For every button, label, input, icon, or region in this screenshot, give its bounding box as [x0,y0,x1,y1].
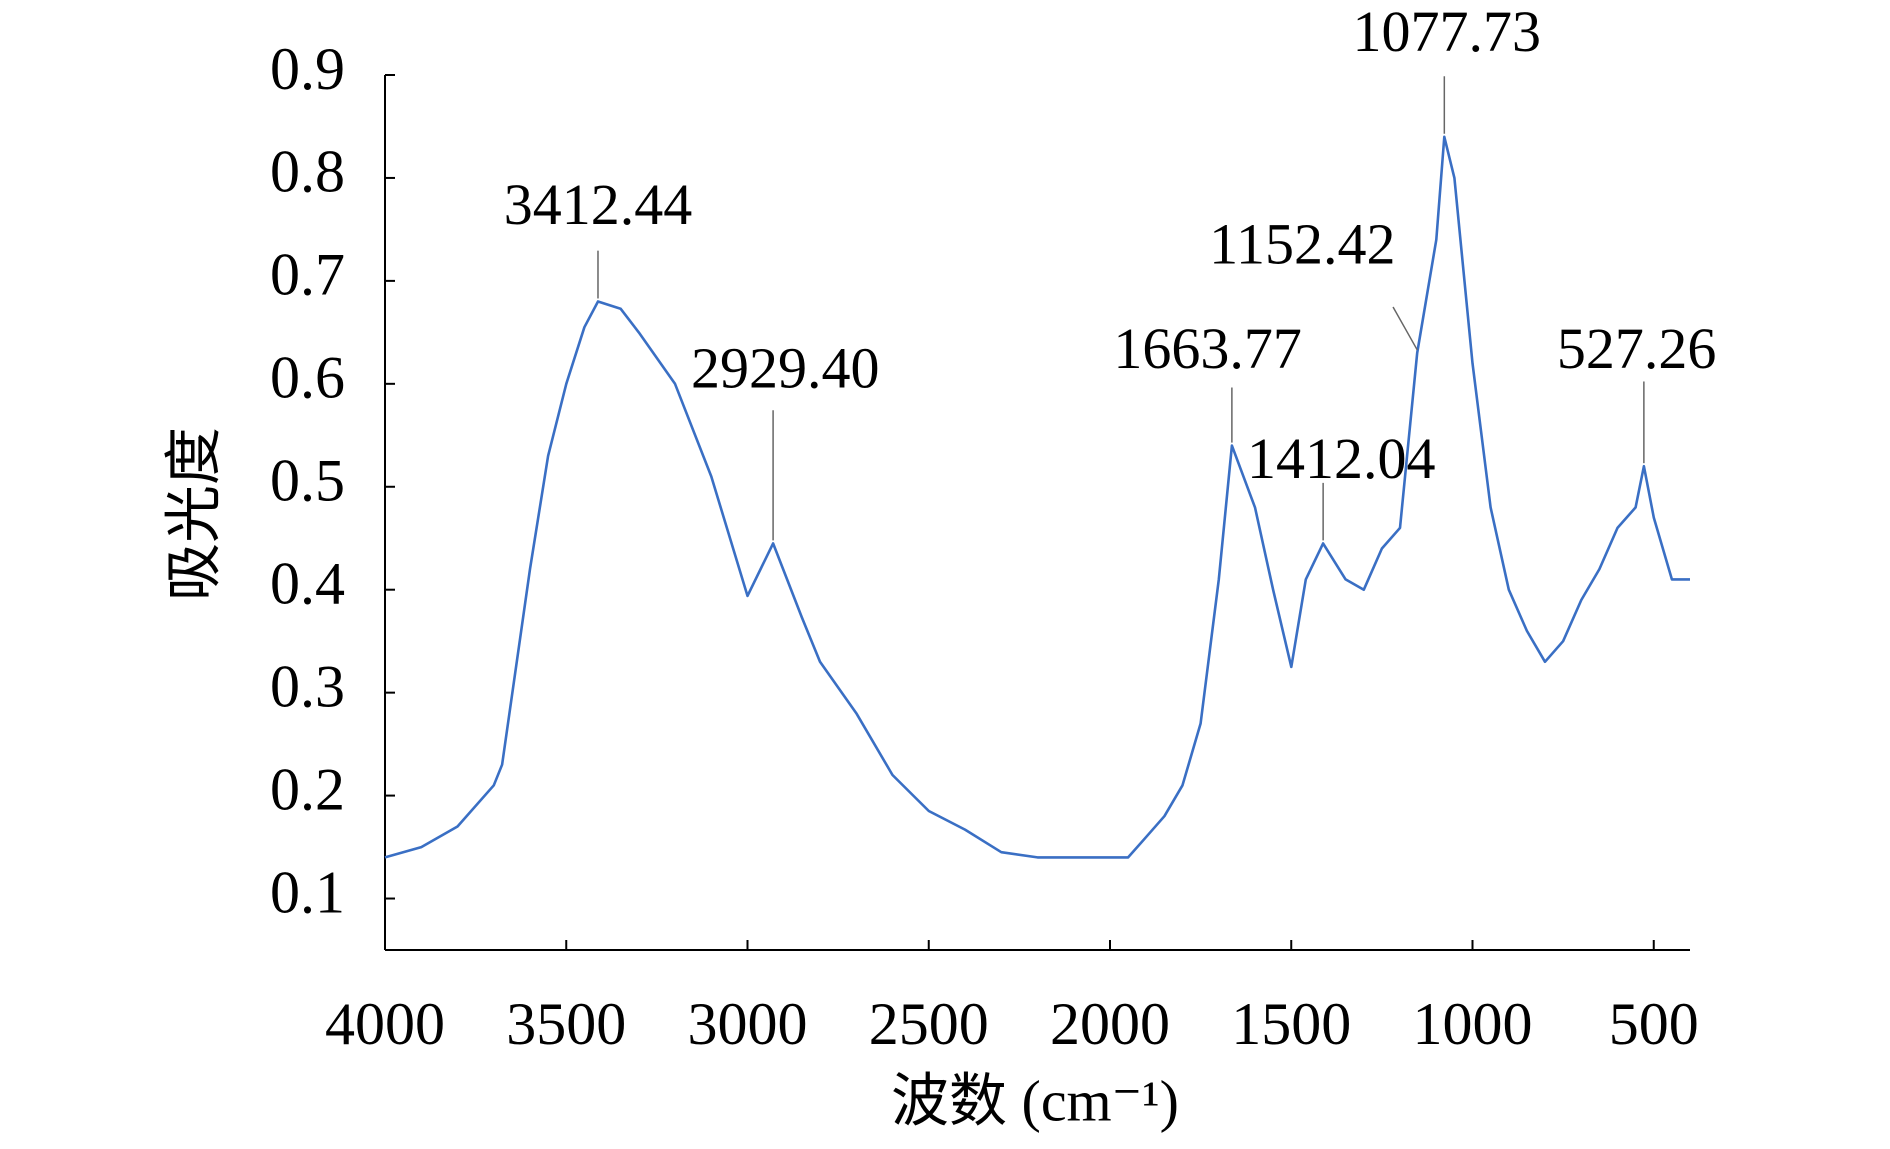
annotation-label: 1663.77 [1113,316,1302,381]
spectrum-line [384,135,1690,859]
annotation-label: 3412.44 [504,172,693,237]
x-tick-label: 2000 [1050,991,1170,1057]
x-tick-label: 1000 [1413,991,1533,1057]
y-axis-title: 吸光度 [161,427,226,601]
annotation-label: 1152.42 [1209,211,1395,276]
y-tick-label: 0.9 [270,36,345,102]
x-tick-label: 1500 [1231,991,1351,1057]
x-tick-label: 4000 [325,991,445,1057]
x-tick-label: 2500 [869,991,989,1057]
annotation-label: 1412.04 [1247,426,1436,491]
y-tick-label: 0.7 [270,242,345,308]
y-tick-label: 0.6 [270,345,345,411]
x-axis-title: 波数 (cm⁻¹) [891,1068,1179,1133]
y-tick-label: 0.3 [270,653,345,719]
y-tick-label: 0.2 [270,756,345,822]
x-tick-label: 3000 [688,991,808,1057]
annotation-label: 2929.40 [691,335,880,400]
annotation-leader [1392,306,1418,351]
y-tick-label: 0.8 [270,139,345,205]
annotation-label: 1077.73 [1352,0,1541,64]
y-tick-label: 0.1 [270,859,345,925]
annotation-label: 527.26 [1557,316,1717,381]
y-tick-label: 0.5 [270,448,345,514]
x-tick-label: 500 [1609,991,1699,1057]
x-tick-label: 3500 [506,991,626,1057]
y-tick-label: 0.4 [270,550,345,616]
